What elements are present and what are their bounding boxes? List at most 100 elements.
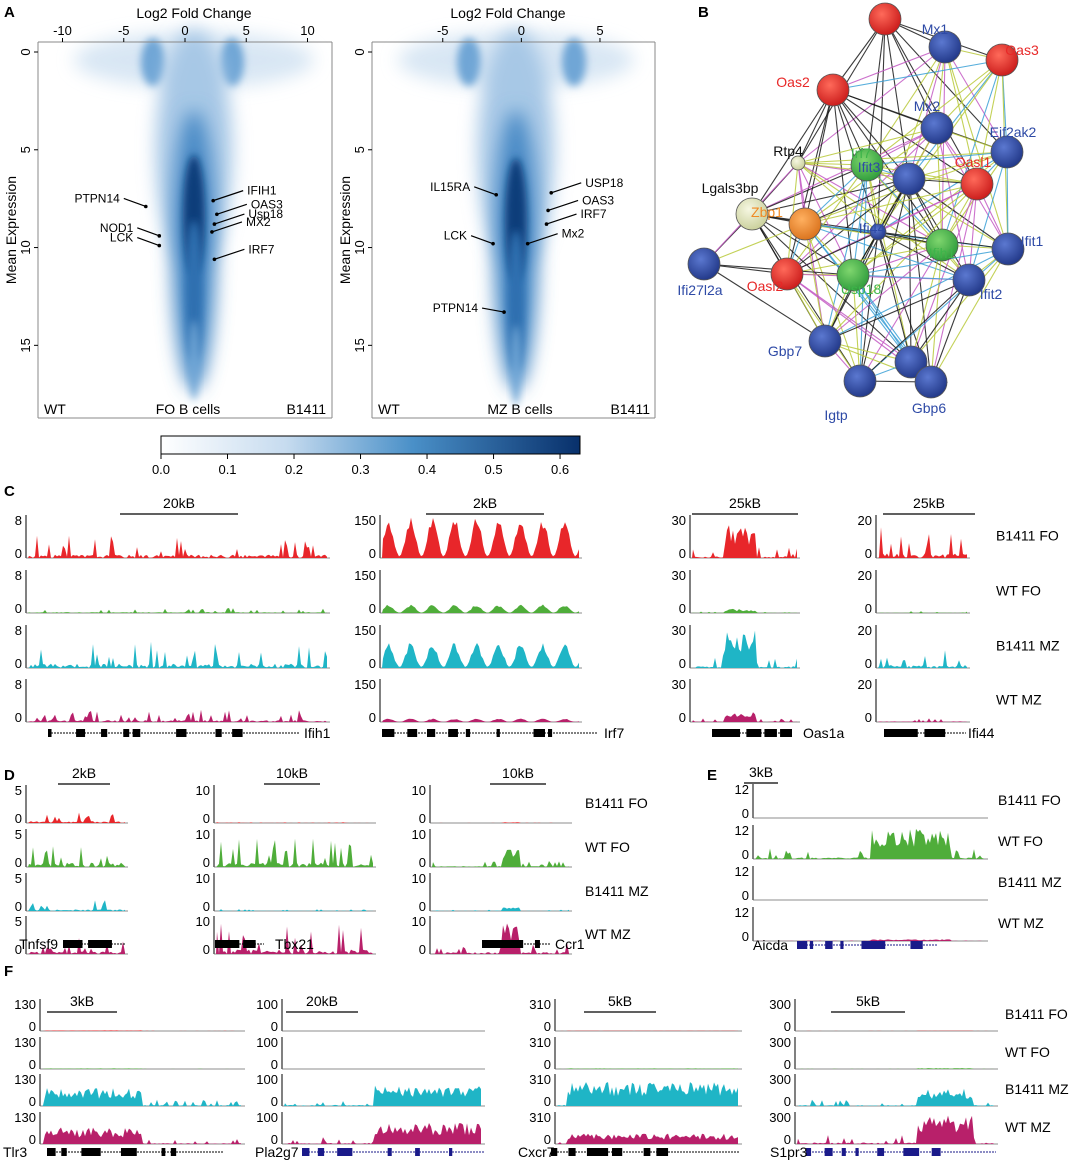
track-ymin-label: 0 [15,710,22,725]
network-node [788,207,822,241]
gene-model-exon [721,729,733,737]
gene-label: IFIH1 [247,184,277,198]
ma-plot-mz: Log2 Fold Change Mean Expression -5 0 5 0 5… [337,5,656,419]
x-tick-label: 10 [300,23,314,38]
coverage-signal [28,812,125,823]
track-ymin-label: 0 [865,546,872,561]
network-node [816,73,850,107]
coverage-signal [557,1133,738,1144]
coverage-signal [878,650,967,668]
network-edge [804,223,861,382]
y-tick-label: 0 [352,48,367,55]
network-edge [751,127,938,215]
annotation-arrow [527,233,558,245]
gene-label: Usp18 [248,207,283,221]
track-group-irf7: 2kB 150 0 150 0 150 0 150 0 Irf7 [354,495,624,741]
track-row-label: WT FO [998,833,1043,849]
track-row-label: WT MZ [1005,1119,1051,1135]
network-edge [852,164,868,276]
gene-model-exon [448,729,458,737]
network-edge [824,183,978,342]
coverage-signal [28,535,327,558]
track-ymin-label: 0 [15,656,22,671]
scale-bar-label: 20kB [306,993,338,1009]
track-ymax-label: 10 [196,783,210,798]
track-ymax-label: 130 [14,1035,36,1050]
coverage-signal [382,517,579,558]
colorbar-tick-label: 0.0 [152,462,170,477]
gene-model-exon [132,729,141,737]
network-node [952,263,986,297]
ma-title-mz: MZ B cells [487,401,552,417]
track-ymin-label: 0 [203,899,210,914]
scale-bar-label: 5kB [608,993,632,1009]
coverage-signal [797,1088,994,1106]
network-node-label: Igtp [824,407,848,423]
network-edge [804,223,826,342]
gene-model-exon [840,941,844,949]
gene-model-exon [215,729,222,737]
colorbar: 0.0 0.1 0.2 0.3 0.4 0.5 0.6 [152,435,581,477]
gene-model-exon [903,1148,913,1156]
track-ymax-label: 12 [735,864,749,879]
gene-model-exon [337,1148,348,1156]
track-ymax-label: 10 [412,871,426,886]
network-edge [832,46,946,91]
track-ymax-label: 12 [735,782,749,797]
track-ymax-label: 310 [529,1110,551,1125]
network-edge [859,248,1009,382]
gene-model-exon [88,1148,101,1156]
annotation-point [211,198,215,203]
network-edge [824,178,910,342]
network-node-label: Usp18 [841,281,882,297]
annotation-point [144,204,148,209]
track-ymin-label: 0 [865,656,872,671]
track-row-label: B1411 MZ [585,883,649,899]
gene-model-exon [568,1148,576,1156]
track-ymax-label: 12 [735,905,749,920]
y-tick-label: 15 [352,338,367,352]
coverage-signal [28,641,327,668]
network-edge [852,248,1009,276]
panel-label-d: D [4,767,15,784]
coverage-signal [878,718,967,722]
ma-density-fo [74,30,314,400]
track-ymin-label: 0 [271,1057,278,1072]
gene-model-exon [512,940,520,948]
gene-model-exon [88,940,99,948]
track-ymax-label: 30 [672,623,686,638]
network-edge [797,162,826,342]
gene-model-exon [900,729,913,737]
coverage-signal [284,1085,481,1106]
gene-model-exon [912,1148,920,1156]
track-group-ifih1: 20kB 8 0 8 0 8 0 8 0 Ifih1 [15,495,331,741]
network-edge [852,183,978,276]
track-ymin-label: 0 [784,1019,791,1034]
network-node-label: Mx2 [914,98,941,114]
track-ymax-label: 310 [529,1072,551,1087]
gene-model-exon [123,729,130,737]
network-node [836,258,870,292]
annotation-point [212,257,217,262]
network-edge [824,164,868,342]
track-ymin-label: 0 [679,656,686,671]
track-row-label: WT MZ [996,692,1042,708]
track-ymax-label: 5 [15,827,22,842]
coverage-signal [755,939,984,941]
track-ymax-label: 10 [196,827,210,842]
gene-model-exon [346,1148,353,1156]
y-tick-label: 10 [18,240,33,254]
gene-model-exon [61,1148,67,1156]
track-ymax-label: 310 [529,997,551,1012]
gene-model-exon [176,729,187,737]
annotation-arrow [137,237,160,247]
network-node-label: Irf7 [851,145,871,161]
track-ymin-label: 0 [271,1019,278,1034]
gene-name-label: Tlr3 [3,1144,27,1160]
network-node [868,2,902,36]
track-ymax-label: 8 [15,513,22,528]
gene-name-label: Ccr1 [555,936,585,952]
